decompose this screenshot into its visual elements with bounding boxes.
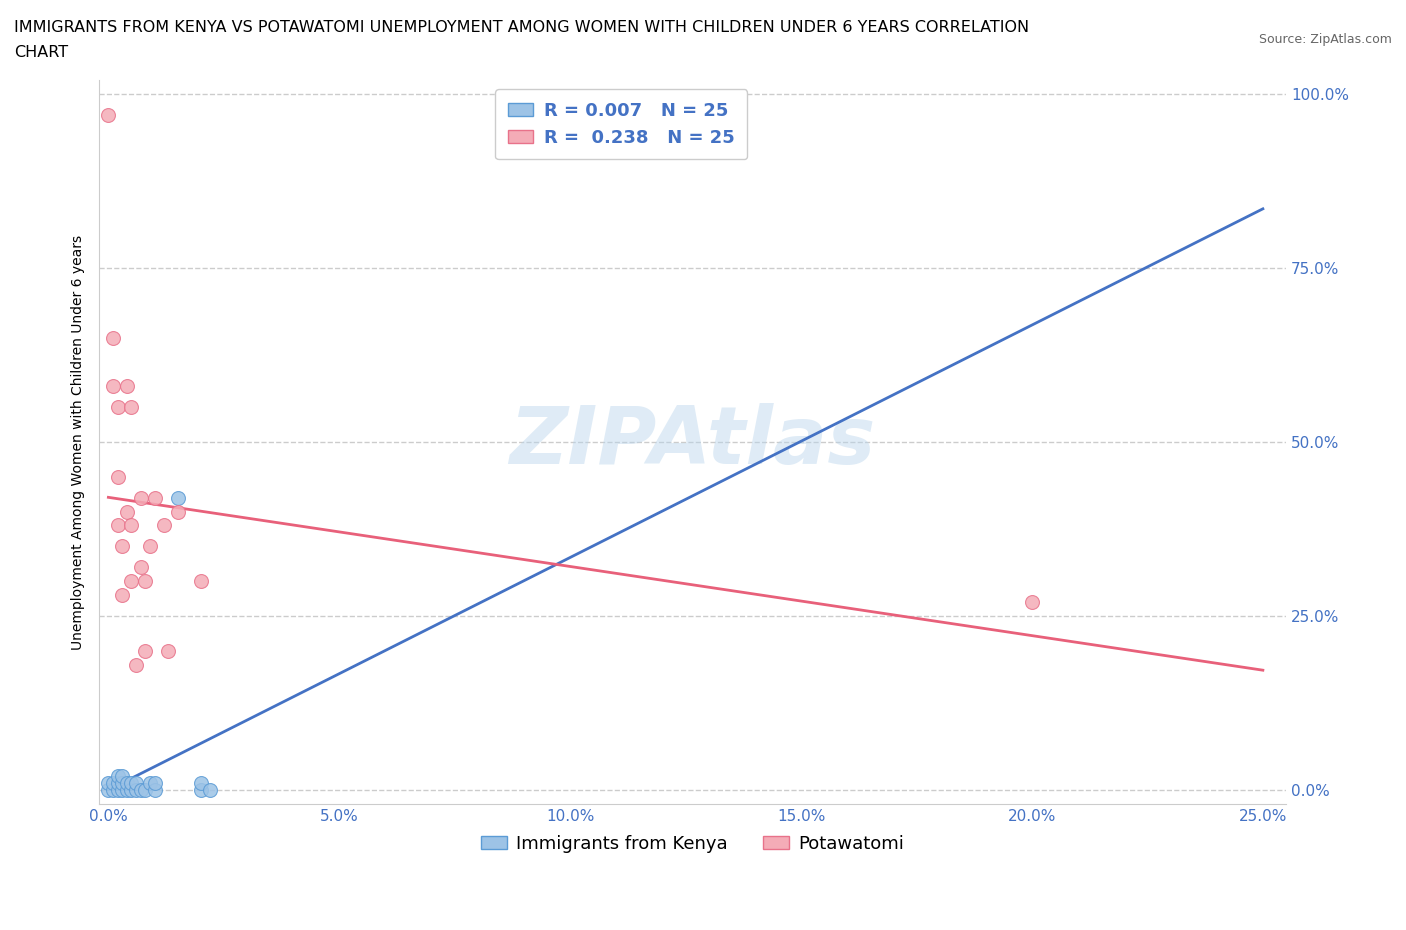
Point <box>101 379 124 393</box>
Point <box>143 776 166 790</box>
Point <box>101 330 124 345</box>
Y-axis label: Unemployment Among Women with Children Under 6 years: Unemployment Among Women with Children U… <box>72 234 86 649</box>
Point <box>107 782 129 797</box>
Text: CHART: CHART <box>14 45 67 60</box>
Text: IMMIGRANTS FROM KENYA VS POTAWATOMI UNEMPLOYMENT AMONG WOMEN WITH CHILDREN UNDER: IMMIGRANTS FROM KENYA VS POTAWATOMI UNEM… <box>14 20 1029 35</box>
Point <box>143 490 166 505</box>
Point <box>115 782 138 797</box>
Point <box>107 470 129 485</box>
Point <box>111 782 134 797</box>
Point <box>129 782 152 797</box>
Point <box>120 776 142 790</box>
Point <box>134 782 156 797</box>
Point <box>157 644 180 658</box>
Point <box>111 538 134 553</box>
Point <box>107 776 129 790</box>
Point <box>120 518 142 533</box>
Point <box>97 782 120 797</box>
Point <box>152 518 174 533</box>
Point <box>115 379 138 393</box>
Point <box>115 776 138 790</box>
Point <box>129 490 152 505</box>
Point <box>129 560 152 575</box>
Point <box>120 574 142 589</box>
Point <box>1021 594 1043 609</box>
Point <box>198 782 221 797</box>
Point <box>97 776 120 790</box>
Point <box>139 538 162 553</box>
Point <box>101 776 124 790</box>
Point <box>190 776 212 790</box>
Point <box>134 644 156 658</box>
Point <box>115 504 138 519</box>
Legend: Immigrants from Kenya, Potawatomi: Immigrants from Kenya, Potawatomi <box>474 828 911 860</box>
Point <box>134 574 156 589</box>
Point <box>166 504 188 519</box>
Point <box>120 400 142 415</box>
Point <box>97 108 120 123</box>
Point <box>166 490 188 505</box>
Point <box>143 782 166 797</box>
Point <box>107 518 129 533</box>
Point <box>107 400 129 415</box>
Point <box>190 574 212 589</box>
Point <box>111 776 134 790</box>
Point <box>101 782 124 797</box>
Point <box>125 658 148 672</box>
Point <box>125 776 148 790</box>
Point <box>120 782 142 797</box>
Text: ZIPAtlas: ZIPAtlas <box>509 403 876 481</box>
Point <box>111 768 134 783</box>
Point <box>111 588 134 603</box>
Point <box>190 782 212 797</box>
Text: Source: ZipAtlas.com: Source: ZipAtlas.com <box>1258 33 1392 46</box>
Point <box>125 782 148 797</box>
Point <box>107 768 129 783</box>
Point <box>139 776 162 790</box>
